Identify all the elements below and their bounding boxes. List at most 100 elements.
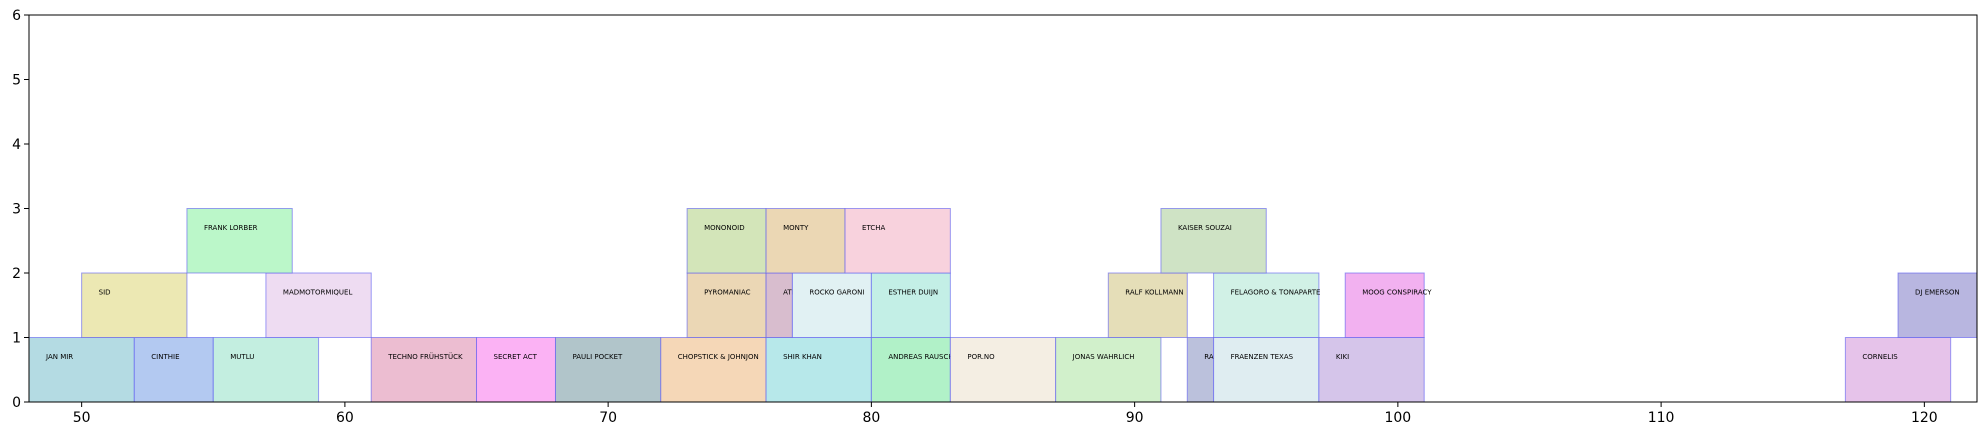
bar bbox=[765, 208, 846, 274]
bar-label: CINTHIE bbox=[151, 353, 179, 361]
bar bbox=[765, 272, 793, 338]
bar-label: ROCKO GARONI bbox=[809, 288, 864, 296]
bar-label: CHOPSTICK & JOHNJON bbox=[678, 353, 759, 361]
x-tick-label: 60 bbox=[336, 410, 354, 426]
x-tick-label: 100 bbox=[1384, 410, 1411, 426]
bar-label: ETCHA bbox=[862, 224, 885, 232]
x-tick-label: 110 bbox=[1648, 410, 1675, 426]
bar-group: JONAS WAHRLICH bbox=[1055, 337, 1162, 403]
bar bbox=[212, 337, 320, 403]
bar-group: CINTHIE bbox=[133, 337, 214, 403]
bar-group: SECRET ACT bbox=[476, 337, 556, 403]
bar-label: MONONOID bbox=[704, 224, 745, 232]
bar bbox=[870, 272, 951, 338]
bar-group: KIKI bbox=[1318, 337, 1425, 403]
x-tick-label: 70 bbox=[599, 410, 617, 426]
bar-label: ANDREAS RAUSCHER bbox=[888, 353, 963, 361]
bar-group: MOOG CONSPIRACY bbox=[1344, 272, 1432, 338]
bar bbox=[765, 337, 872, 403]
bar-label: MUTLU bbox=[230, 353, 254, 361]
bar-group: SID bbox=[81, 272, 188, 338]
bar bbox=[186, 208, 293, 274]
bar bbox=[476, 337, 556, 403]
bar-label: PAULI POCKET bbox=[572, 353, 623, 361]
bar-label: MONTY bbox=[783, 224, 809, 232]
y-tick-label: 0 bbox=[12, 395, 21, 411]
y-tick-label: 5 bbox=[12, 73, 21, 89]
bar-group: ANDREAS RAUSCHER bbox=[870, 337, 963, 403]
bar-group: RALF KOLLMANN bbox=[1107, 272, 1188, 338]
y-tick-label: 1 bbox=[12, 331, 21, 347]
bar-group: KAISER SOUZAI bbox=[1160, 208, 1267, 274]
bar-label: PYROMANIAC bbox=[704, 288, 751, 296]
bar-label: KAISER SOUZAI bbox=[1178, 224, 1232, 232]
bar-group: TECHNO FRÜHSTÜCK bbox=[370, 337, 478, 403]
bar-label: MADMOTORMIQUEL bbox=[283, 288, 353, 296]
y-tick-label: 2 bbox=[12, 266, 21, 282]
bar-group: PYROMANIAC bbox=[686, 272, 767, 338]
bar bbox=[1318, 337, 1425, 403]
bar bbox=[28, 337, 135, 403]
bar bbox=[1213, 272, 1320, 338]
bar-label: CORNELIS bbox=[1862, 353, 1898, 361]
y-axis: 0 1 2 3 4 5 6 bbox=[12, 8, 29, 411]
bar bbox=[1186, 337, 1215, 403]
bar-group: PAULI POCKET bbox=[554, 337, 662, 403]
bar bbox=[686, 272, 767, 338]
bar-label: ESTHER DUIJN bbox=[888, 288, 938, 296]
bar-group: ROCKO GARONI bbox=[791, 272, 872, 338]
bar-group: ESTHER DUIJN bbox=[870, 272, 951, 338]
bar bbox=[81, 272, 188, 338]
bar-group: FRAENZEN TEXAS bbox=[1213, 337, 1320, 403]
bar bbox=[949, 337, 1057, 403]
bar bbox=[1213, 337, 1320, 403]
bar-label: FRAENZEN TEXAS bbox=[1231, 353, 1294, 361]
bar-group: CORNELIS bbox=[1844, 337, 1952, 403]
bar-label: TECHNO FRÜHSTÜCK bbox=[387, 352, 463, 361]
bar-label: MOOG CONSPIRACY bbox=[1362, 288, 1432, 296]
bar-group: FELAGORO & TONAPARTE bbox=[1213, 272, 1321, 338]
bar-group: DJ EMERSON bbox=[1897, 272, 1978, 338]
x-tick-label: 50 bbox=[73, 410, 91, 426]
bar-label: JONAS WAHRLICH bbox=[1072, 353, 1135, 361]
x-tick-label: 80 bbox=[862, 410, 880, 426]
bar bbox=[791, 272, 872, 338]
bar bbox=[1160, 208, 1267, 274]
x-tick-label: 120 bbox=[1911, 410, 1938, 426]
bar-label: DJ EMERSON bbox=[1915, 288, 1960, 296]
bar-group: CHOPSTICK & JOHNJON bbox=[660, 337, 767, 403]
bar bbox=[133, 337, 214, 403]
bar-group: MONONOID bbox=[686, 208, 767, 274]
bar-group: POR.NO bbox=[949, 337, 1057, 403]
bar bbox=[1344, 272, 1425, 338]
bar-label: SID bbox=[99, 288, 111, 296]
bar-label: KIKI bbox=[1336, 353, 1349, 361]
bar-label: SECRET ACT bbox=[494, 353, 538, 361]
bar-label: FRANK LORBER bbox=[204, 224, 258, 232]
bar-group: ETCHA bbox=[844, 208, 951, 274]
bar bbox=[1107, 272, 1188, 338]
bar-group: JAN MIR bbox=[28, 337, 135, 403]
bars-layer: JAN MIR CINTHIE MUTLU TECHNO FRÜHSTÜCK SECRE… bbox=[28, 208, 1978, 403]
bar bbox=[686, 208, 767, 274]
bar-label: FELAGORO & TONAPARTE bbox=[1231, 288, 1321, 296]
y-tick-label: 4 bbox=[12, 137, 21, 153]
bar-group: FRANK LORBER bbox=[186, 208, 293, 274]
bar bbox=[554, 337, 662, 403]
bar-label: RALF KOLLMANN bbox=[1125, 288, 1183, 296]
y-tick-label: 6 bbox=[12, 8, 21, 24]
bar-group: MADMOTORMIQUEL bbox=[265, 272, 372, 338]
bar-label: POR.NO bbox=[967, 353, 995, 361]
bar bbox=[1055, 337, 1162, 403]
bar bbox=[660, 337, 767, 403]
bar-label: SHIR KHAN bbox=[783, 353, 822, 361]
bar-label: JAN MIR bbox=[45, 353, 73, 361]
bar bbox=[1844, 337, 1952, 403]
bar bbox=[844, 208, 951, 274]
bar bbox=[1897, 272, 1978, 338]
bar-group: MUTLU bbox=[212, 337, 320, 403]
bar bbox=[370, 337, 478, 403]
bar-group: SHIR KHAN bbox=[765, 337, 872, 403]
bar bbox=[265, 272, 372, 338]
